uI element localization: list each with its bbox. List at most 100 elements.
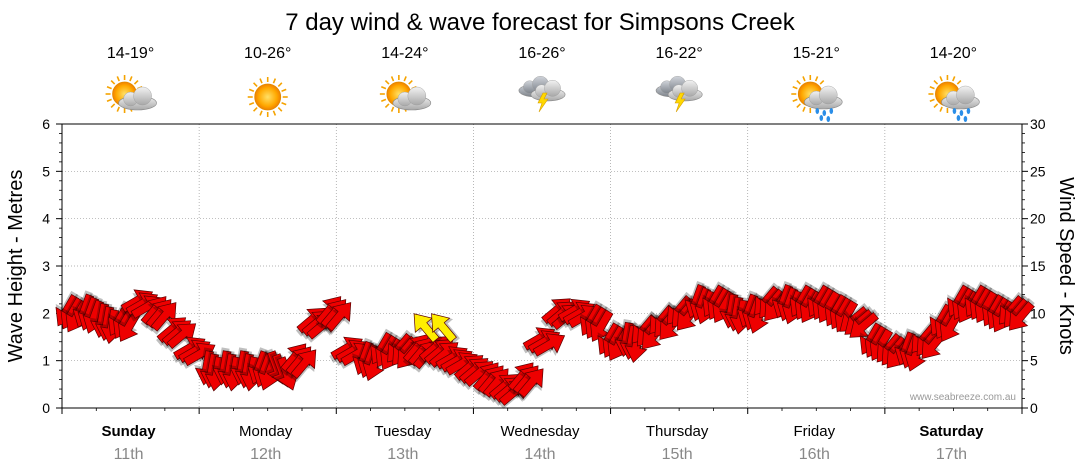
left-axis-label: Wave Height - Metres xyxy=(5,170,27,363)
sun-ray xyxy=(796,79,801,85)
temp-range-label: 16-26° xyxy=(518,45,565,62)
wind-arrow-body xyxy=(1009,301,1035,331)
day-name-label: Tuesday xyxy=(374,423,431,440)
wind-arrow-body xyxy=(431,313,457,343)
cloud-puff xyxy=(819,85,838,105)
sun-ray xyxy=(133,79,139,85)
day-name-label: Wednesday xyxy=(501,423,580,440)
day-name-label: Saturday xyxy=(919,423,984,440)
sun-ray xyxy=(110,103,116,109)
sun-ray xyxy=(259,110,263,116)
sun-ray xyxy=(796,103,801,109)
rain-drop xyxy=(966,108,971,114)
wind-arrow-highlight xyxy=(413,313,443,344)
lightning-bolt xyxy=(537,92,549,113)
cloud-puff xyxy=(407,86,427,106)
temp-range-label: 14-24° xyxy=(381,45,428,62)
weather-storm-icon xyxy=(655,76,703,113)
left-tick-label: 3 xyxy=(42,258,50,274)
lightning-bolt xyxy=(674,92,686,113)
sun-ray xyxy=(939,106,943,112)
sun-disc xyxy=(254,83,282,111)
left-tick-label: 0 xyxy=(42,400,50,416)
sun-ray xyxy=(933,103,939,109)
wind-arrow-body xyxy=(532,333,566,357)
sun-ray xyxy=(819,79,825,85)
right-tick-label: 30 xyxy=(1030,116,1046,132)
x-axis-days: Sunday 11th Monday 12th Tuesday 13th Wednesday… xyxy=(61,408,1023,463)
cloud-puff xyxy=(681,80,698,97)
temp-range-label: 14-19° xyxy=(107,45,154,62)
weather-storm-icon xyxy=(518,76,566,113)
day-name-label: Sunday xyxy=(101,423,156,440)
right-tick-label: 10 xyxy=(1030,305,1046,321)
left-tick-label: 4 xyxy=(42,211,50,227)
wind-arrow xyxy=(290,349,317,383)
sun-ray xyxy=(933,79,939,85)
rain-drop xyxy=(819,115,824,121)
weather-partly-cloudy-rain-icon xyxy=(928,75,980,122)
sun-ray xyxy=(272,78,277,84)
right-axis-label: Wind Speed - Knots xyxy=(1055,177,1077,355)
wind-arrow xyxy=(325,302,352,335)
sun-ray xyxy=(384,79,390,85)
sun-ray xyxy=(253,82,258,87)
sun-ray xyxy=(248,88,255,92)
right-tick-label: 20 xyxy=(1030,211,1046,227)
temp-range-label: 10-26° xyxy=(244,45,291,62)
sun-ray xyxy=(939,76,943,82)
wind-arrow xyxy=(531,333,566,360)
sun-ray xyxy=(277,82,283,87)
temp-range-label: 16-22° xyxy=(655,45,702,62)
sun-ray xyxy=(106,85,112,90)
day-name-label: Thursday xyxy=(646,423,709,440)
wind-arrow xyxy=(1009,297,1035,331)
left-tick-label: 1 xyxy=(42,353,50,369)
left-tick-label: 5 xyxy=(42,163,50,179)
sun-ray xyxy=(929,85,935,90)
sun-ray xyxy=(792,85,798,90)
sun-ray xyxy=(272,110,277,116)
watermark: www.seabreeze.com.au xyxy=(909,392,1016,403)
day-name-label: Monday xyxy=(239,423,293,440)
wind-arrow xyxy=(517,368,544,402)
sun-ray xyxy=(408,79,413,85)
sun-ray xyxy=(814,76,819,82)
left-tick-label: 2 xyxy=(42,305,50,321)
cloud-puff xyxy=(544,80,561,97)
rain-drop xyxy=(829,108,834,114)
sun-ray xyxy=(384,103,390,109)
sun-ray xyxy=(952,76,956,82)
weather-sunny-icon xyxy=(247,77,288,117)
rain-drop xyxy=(963,116,968,122)
rain-drop xyxy=(815,108,820,114)
cloud-puff xyxy=(956,85,975,105)
cloud-puff xyxy=(133,86,152,106)
sun-ray xyxy=(390,76,395,82)
sun-ray xyxy=(116,76,120,82)
rain-drop xyxy=(959,110,964,116)
left-axis-ticks: 0 1 2 3 4 5 6 xyxy=(42,116,62,416)
sun-ray xyxy=(281,102,287,106)
sun-ray xyxy=(956,79,962,85)
left-tick-label: 6 xyxy=(42,116,50,132)
rain-drop xyxy=(826,116,831,122)
temp-range-label: 15-21° xyxy=(793,45,840,62)
day-date-label: 14th xyxy=(524,446,555,463)
wind-arrows xyxy=(55,280,1035,409)
wind-arrow-body xyxy=(290,349,317,379)
sun-ray xyxy=(248,102,255,106)
sun-ray xyxy=(129,76,133,82)
temp-range-label: 14-20° xyxy=(930,45,977,62)
wind-arrow-body xyxy=(413,313,440,343)
sun-ray xyxy=(277,107,283,112)
weather-partly-cloudy-rain-icon xyxy=(791,75,843,122)
weather-partly-cloudy-icon xyxy=(105,75,157,113)
sun-ray xyxy=(116,106,120,112)
day-name-label: Friday xyxy=(793,423,835,440)
chart-title: 7 day wind & wave forecast for Simpsons … xyxy=(285,9,796,36)
sun-ray xyxy=(110,79,116,85)
sun-ray xyxy=(253,107,258,112)
wind-arrow-body xyxy=(517,368,544,398)
